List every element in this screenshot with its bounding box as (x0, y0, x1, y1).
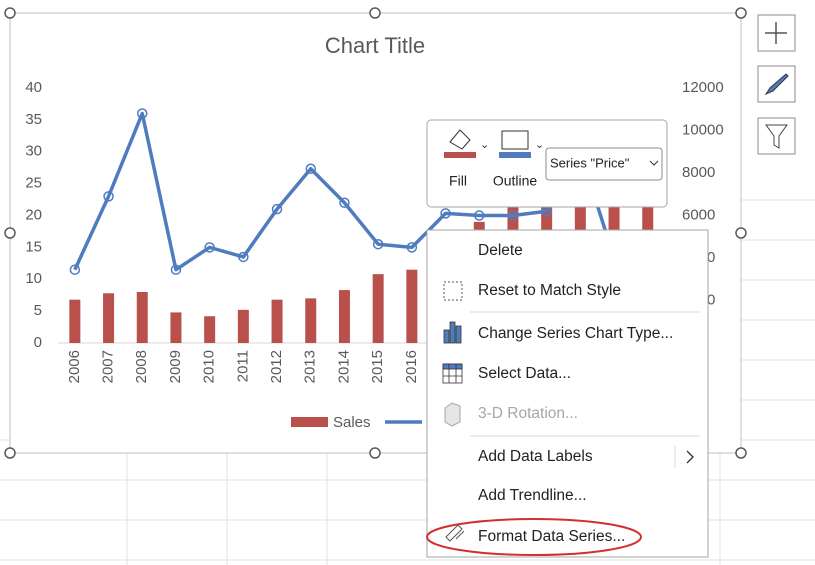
selected-point-marker (170, 264, 182, 275)
selected-point-marker (204, 242, 215, 253)
bar (338, 290, 350, 343)
bar (136, 292, 148, 343)
chart-filters-button[interactable] (757, 117, 796, 155)
menu-item[interactable]: Select Data... (478, 365, 571, 382)
bar (271, 299, 283, 343)
legend-swatch (291, 417, 328, 427)
x-tick-label: 2014 (335, 350, 352, 383)
bar (170, 312, 182, 343)
selected-point-marker (305, 163, 316, 174)
fill-icon[interactable] (449, 129, 471, 150)
bar (204, 316, 216, 343)
y-tick-label: 35 (25, 111, 42, 128)
legend-label: Sales (333, 414, 371, 431)
format-toolbar: ⌄ Fill ⌄ Outline Series "Price" (426, 119, 668, 208)
bar (237, 309, 249, 343)
x-tick-label: 2016 (403, 350, 420, 383)
chart-type-icon (443, 321, 462, 344)
highlight-ellipse (426, 518, 642, 556)
menu-item[interactable]: Format Data Series... (478, 528, 625, 545)
series-selector[interactable] (545, 147, 663, 181)
x-tick-label: 2011 (234, 350, 251, 382)
select-data-icon (442, 363, 463, 384)
menu-item[interactable]: Add Data Labels (478, 448, 593, 465)
selected-point-marker (238, 251, 249, 263)
chart-title[interactable]: Chart Title (325, 33, 425, 58)
menu-item[interactable]: Reset to Match Style (478, 282, 621, 299)
plus-icon (765, 22, 787, 44)
y-tick-label: 10 (25, 270, 42, 287)
selected-point-marker (372, 238, 384, 250)
x-tick-label: 2006 (66, 350, 83, 383)
x-tick-label: 2015 (369, 350, 386, 383)
x-tick-label: 2007 (100, 350, 117, 383)
selected-point-marker (69, 264, 81, 275)
x-tick-label: 2010 (201, 350, 218, 383)
selected-point-marker (137, 108, 148, 119)
y-tick-label: 40 (25, 79, 42, 96)
menu-item[interactable]: Delete (478, 242, 523, 259)
selected-point-marker (440, 208, 451, 219)
y-tick-label: 15 (25, 238, 42, 255)
x-tick-label: 2009 (167, 350, 184, 383)
bar (305, 298, 317, 343)
fill-label[interactable]: Fill (449, 173, 467, 189)
menu-item[interactable]: Add Trendline... (478, 487, 587, 504)
selected-point-marker (339, 197, 350, 208)
rotation-icon (444, 402, 461, 427)
menu-item[interactable]: Change Series Chart Type... (478, 325, 673, 342)
selected-point-marker (406, 242, 418, 253)
selected-point-marker (474, 210, 485, 221)
outline-dropdown-arrow[interactable]: ⌄ (535, 139, 544, 151)
y-tick-label: 25 (25, 175, 42, 192)
context-menu: Delete Reset to Match Style Change Series … (426, 229, 709, 558)
selection-handles (4, 7, 747, 459)
bar (372, 274, 384, 343)
bar (406, 269, 418, 343)
chart-side-buttons (757, 14, 796, 155)
selected-point-marker (271, 203, 283, 215)
y-tick-label: 20 (25, 206, 42, 223)
format-icon (445, 524, 465, 542)
fill-dropdown-arrow[interactable]: ⌄ (480, 139, 489, 151)
chart-styles-button[interactable] (757, 65, 796, 103)
menu-item: 3-D Rotation... (478, 405, 578, 422)
y2-tick-label: 6000 (682, 206, 715, 223)
y2-tick-label: 8000 (682, 164, 715, 181)
selector-arrow (649, 160, 659, 166)
x-tick-label: 2013 (302, 350, 319, 383)
outline-icon[interactable] (501, 130, 529, 150)
selected-point-marker (103, 191, 114, 202)
filter-icon (765, 124, 788, 149)
y-tick-label: 0 (34, 334, 42, 351)
bar (69, 299, 81, 343)
outline-label[interactable]: Outline (493, 173, 538, 189)
fill-color-swatch (444, 152, 476, 158)
y-tick-label: 30 (25, 143, 42, 160)
outline-color-swatch (499, 152, 531, 158)
selected-point-marker (507, 210, 519, 221)
menu-panel (426, 229, 709, 558)
x-tick-label: 2008 (133, 350, 150, 383)
y-tick-label: 5 (34, 302, 42, 319)
brush-icon (764, 73, 789, 96)
y2-tick-label: 10000 (682, 121, 724, 138)
reset-icon (443, 281, 463, 301)
submenu-arrow (686, 450, 694, 464)
series-selector-text: Series "Price" (550, 155, 630, 170)
y2-tick-label: 12000 (682, 79, 724, 96)
bar (103, 293, 115, 343)
x-tick-label: 2012 (268, 350, 285, 383)
